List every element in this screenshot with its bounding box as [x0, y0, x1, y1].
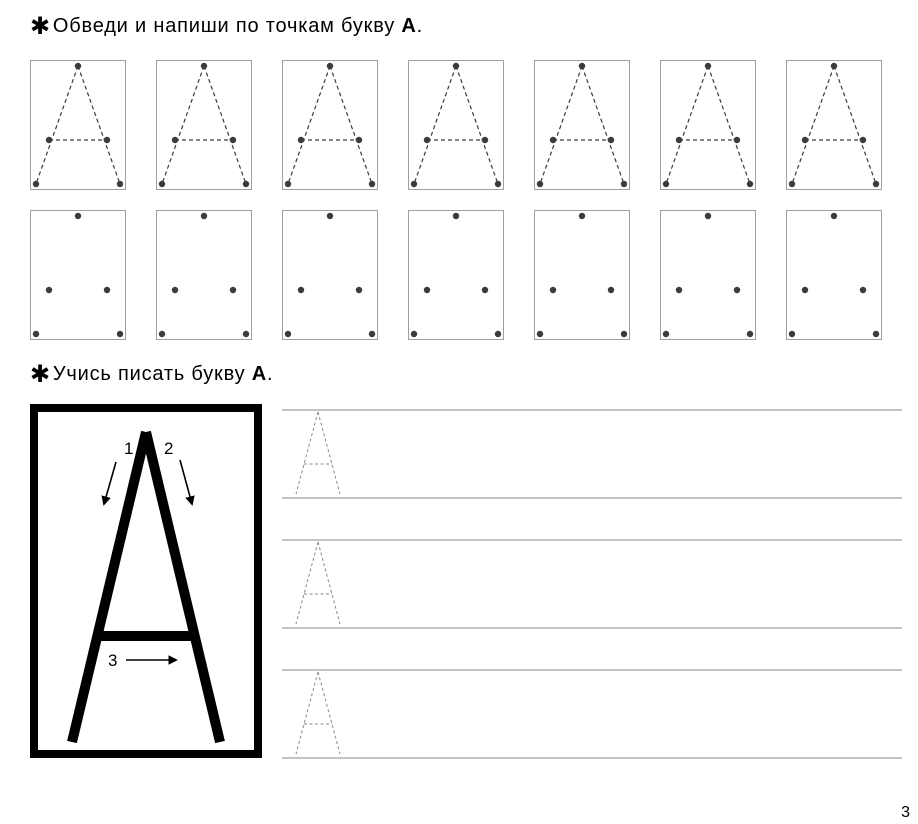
trace-cell [534, 60, 630, 195]
dot-cell [534, 210, 630, 345]
instruction-1-letter: А [401, 15, 416, 37]
stroke-order-box: 1 2 3 [30, 404, 262, 763]
trace-cell [282, 60, 378, 195]
dot-cell [156, 210, 252, 345]
writing-line [282, 408, 902, 507]
dot-cell [408, 210, 504, 345]
stroke-label-3: 3 [108, 651, 117, 670]
trace-cell [660, 60, 756, 195]
dots-row [30, 210, 882, 345]
writing-line [282, 538, 902, 637]
dot-cell [786, 210, 882, 345]
dot-cell [282, 210, 378, 345]
instruction-2: ✱Учись писать букву А. [30, 358, 273, 387]
instruction-1-text: Обведи и напиши по точкам букву [53, 15, 401, 37]
stroke-label-2: 2 [164, 439, 173, 458]
trace-cell [786, 60, 882, 195]
instruction-2-suffix: . [267, 363, 273, 385]
trace-cell [156, 60, 252, 195]
asterisk-icon: ✱ [30, 13, 53, 40]
instruction-1: ✱Обведи и напиши по точкам букву А. [30, 10, 423, 39]
instruction-1-suffix: . [417, 15, 423, 37]
writing-line [282, 668, 902, 767]
trace-cell [30, 60, 126, 195]
trace-cell [408, 60, 504, 195]
instruction-2-text: Учись писать букву [53, 363, 252, 385]
trace-row [30, 60, 882, 195]
dot-cell [660, 210, 756, 345]
page-number: 3 [901, 804, 910, 822]
asterisk-icon: ✱ [30, 361, 53, 388]
stroke-label-1: 1 [124, 439, 133, 458]
dot-cell [30, 210, 126, 345]
instruction-2-letter: А [252, 363, 267, 385]
